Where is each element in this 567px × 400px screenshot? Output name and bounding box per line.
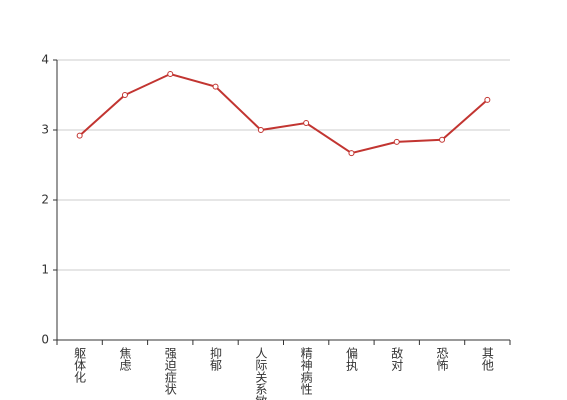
- y-tick-label: 4: [41, 53, 49, 67]
- x-tick-label: 强迫症状: [163, 347, 177, 395]
- y-tick-label: 3: [41, 123, 49, 137]
- x-tick-label: 敌对: [390, 346, 404, 371]
- y-tick-label: 2: [41, 193, 49, 207]
- x-tick-label: 抑郁: [209, 346, 223, 372]
- y-tick-label: 1: [41, 263, 49, 277]
- point: [393, 138, 400, 145]
- point: [76, 132, 83, 139]
- x-tick-label: 焦虑: [118, 347, 132, 371]
- x-tick-label: 恐怖: [435, 347, 449, 371]
- point: [167, 71, 174, 77]
- x-tick-label: 其他: [480, 347, 494, 371]
- point: [439, 136, 446, 143]
- x-tick-label: 人际关系敏感: [254, 347, 268, 400]
- x-tick-label: 躯体化: [73, 346, 87, 384]
- x-tick-label: 偏执: [344, 346, 358, 372]
- y-tick-label: 0: [41, 333, 49, 347]
- x-tick-label: 精神病性: [299, 347, 313, 396]
- point: [212, 83, 219, 90]
- point: [484, 96, 491, 103]
- point: [121, 92, 128, 98]
- line: [78, 72, 489, 155]
- point: [257, 127, 264, 133]
- point: [303, 120, 310, 126]
- point: [348, 150, 355, 157]
